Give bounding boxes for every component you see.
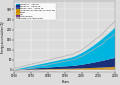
Y-axis label: Energy accumulation (ZJ): Energy accumulation (ZJ) [1, 21, 5, 53]
Legend: Ocean 0 - 700 m, Ocean 0 - 2000 m, Ocean 700 - 2000 m, Continental shelves (0-30: Ocean 0 - 700 m, Ocean 0 - 2000 m, Ocean… [15, 3, 56, 20]
X-axis label: Years: Years [61, 80, 69, 84]
